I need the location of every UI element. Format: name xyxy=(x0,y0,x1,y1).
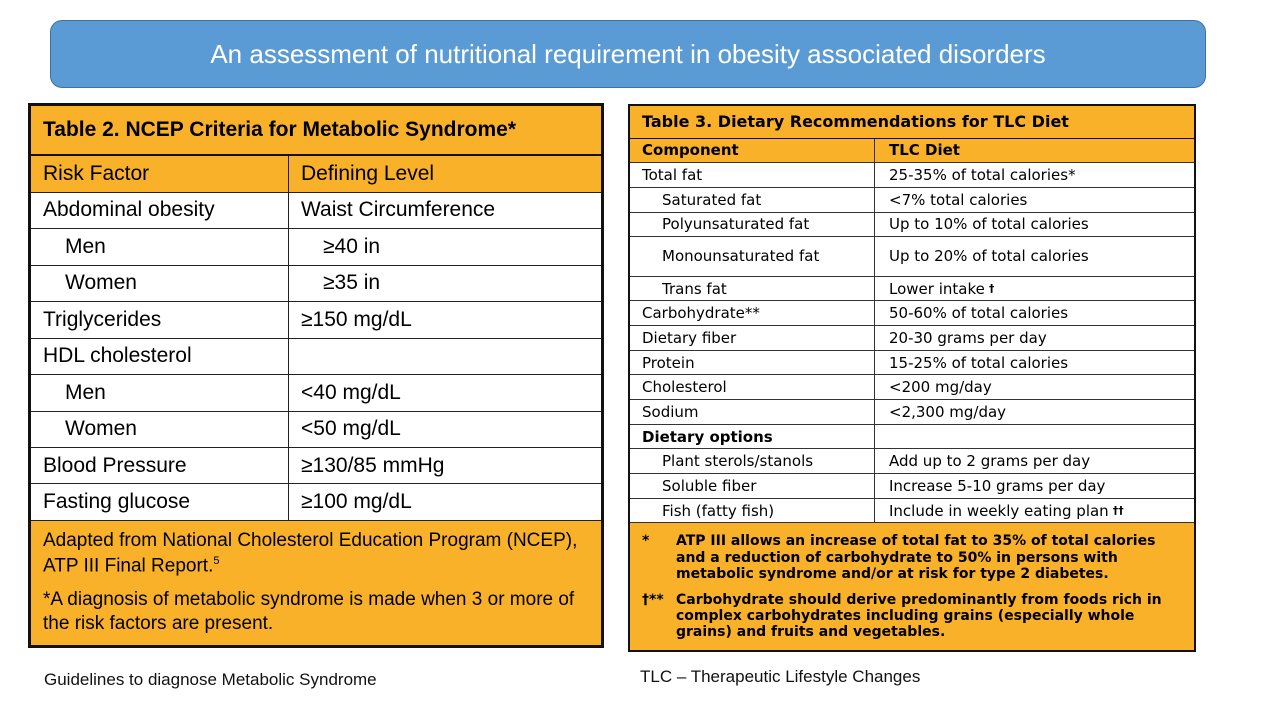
defining-level-cell: <50 mg/dL xyxy=(301,417,401,441)
table3-note: †** Carbohydrate should derive predomina… xyxy=(642,592,1182,640)
table-row: Abdominal obesity Waist Circumference xyxy=(31,192,601,230)
table2-header-row: Risk Factor Defining Level xyxy=(31,155,601,193)
table2-footnote-diagnosis: *A diagnosis of metabolic syndrome is ma… xyxy=(43,588,575,635)
table-row: Monounsaturated fat Up to 20% of total c… xyxy=(630,237,1194,277)
risk-factor-cell: Triglycerides xyxy=(31,302,289,338)
table-row: Saturated fat <7% total calories xyxy=(630,187,1194,213)
table3-footnotes: * ATP III allows an increase of total fa… xyxy=(630,523,1194,650)
component-cell: Monounsaturated fat xyxy=(630,237,875,276)
defining-level-cell xyxy=(289,339,601,374)
component-cell: Protein xyxy=(630,350,875,375)
component-cell: Dietary fiber xyxy=(630,326,875,350)
component-cell: Sodium xyxy=(630,400,875,424)
risk-factor-cell: HDL cholesterol xyxy=(31,338,289,375)
table-row: Blood Pressure ≥130/85 mmHg xyxy=(31,447,601,485)
table3-header-component: Component xyxy=(630,138,875,163)
defining-level-cell: ≥35 in xyxy=(323,271,381,295)
risk-factor-cell: Abdominal obesity xyxy=(31,192,289,229)
table3-header-row: Component TLC Diet xyxy=(630,138,1194,164)
table-row: Soluble fiber Increase 5-10 grams per da… xyxy=(630,474,1194,499)
table2-title: Table 2. NCEP Criteria for Metabolic Syn… xyxy=(31,106,601,156)
table-row: Plant sterols/stanols Add up to 2 grams … xyxy=(630,449,1194,475)
diet-cell: <200 mg/day xyxy=(889,378,992,397)
defining-level-cell: ≥100 mg/dL xyxy=(301,490,412,514)
defining-level-cell: ≥150 mg/dL xyxy=(301,307,412,331)
table-row: Total fat 25-35% of total calories* xyxy=(630,163,1194,188)
caption-tlc: TLC – Therapeutic Lifestyle Changes xyxy=(640,667,921,686)
table-row: Dietary fiber 20-30 grams per day xyxy=(630,326,1194,351)
diet-cell xyxy=(875,425,1194,449)
risk-factor-cell: Fasting glucose xyxy=(31,484,289,520)
table-row: Men ≥40 in xyxy=(31,229,601,266)
defining-level-cell: <40 mg/dL xyxy=(301,380,401,404)
table-row: Dietary options xyxy=(630,424,1194,450)
component-cell: Total fat xyxy=(630,163,875,187)
diet-cell: 25-35% of total calories* xyxy=(889,166,1076,185)
table-row: Trans fat Lower intake † xyxy=(630,276,1194,302)
table-row: Fish (fatty fish) Include in weekly eati… xyxy=(630,498,1194,524)
reference-superscript: 5 xyxy=(213,554,220,567)
component-cell: Carbohydrate** xyxy=(630,301,875,326)
component-cell: Trans fat xyxy=(630,276,875,301)
table2-header-defining-level: Defining Level xyxy=(301,161,435,185)
defining-level-cell: Waist Circumference xyxy=(301,198,496,222)
slide-title: An assessment of nutritional requirement… xyxy=(210,38,1046,69)
component-cell: Dietary options xyxy=(630,424,875,449)
table-row: Protein 15-25% of total calories xyxy=(630,350,1194,376)
table-row: Carbohydrate** 50-60% of total calories xyxy=(630,301,1194,327)
diet-cell: Up to 10% of total calories xyxy=(889,215,1089,234)
defining-level-cell: ≥130/85 mmHg xyxy=(301,453,445,477)
diet-cell: Up to 20% of total calories xyxy=(889,247,1089,266)
table-row: Cholesterol <200 mg/day xyxy=(630,375,1194,401)
table-row: Polyunsaturated fat Up to 10% of total c… xyxy=(630,212,1194,238)
ncep-criteria-table: Table 2. NCEP Criteria for Metabolic Syn… xyxy=(28,103,604,648)
diet-cell: 20-30 grams per day xyxy=(889,328,1047,347)
note-symbol: * xyxy=(642,533,650,550)
table2-footnote-source: Adapted from National Cholesterol Educat… xyxy=(43,529,578,576)
risk-factor-cell: Women xyxy=(31,265,289,302)
risk-factor-cell: Men xyxy=(31,229,289,265)
diet-cell: <2,300 mg/day xyxy=(889,402,1007,421)
table2-header-risk-factor: Risk Factor xyxy=(31,155,289,192)
table-row: Women ≥35 in xyxy=(31,265,601,303)
component-cell: Fish (fatty fish) xyxy=(630,498,875,523)
table-row: Fasting glucose ≥100 mg/dL xyxy=(31,484,601,521)
caption-metabolic-syndrome: Guidelines to diagnose Metabolic Syndrom… xyxy=(44,670,377,689)
note-symbol: †** xyxy=(642,591,664,608)
risk-factor-cell: Women xyxy=(31,411,289,447)
component-cell: Cholesterol xyxy=(630,375,875,400)
table2-footnotes: Adapted from National Cholesterol Educat… xyxy=(31,520,601,646)
diet-cell: Increase 5-10 grams per day xyxy=(889,476,1106,495)
table3-note: * ATP III allows an increase of total fa… xyxy=(642,533,1182,581)
table-row: Triglycerides ≥150 mg/dL xyxy=(31,302,601,339)
table-row: Sodium <2,300 mg/day xyxy=(630,400,1194,425)
diet-cell: 15-25% of total calories xyxy=(889,353,1069,372)
defining-level-cell: ≥40 in xyxy=(323,234,381,258)
component-cell: Saturated fat xyxy=(630,187,875,212)
table3-title: Table 3. Dietary Recommendations for TLC… xyxy=(630,106,1194,139)
title-banner: An assessment of nutritional requirement… xyxy=(50,20,1206,88)
diet-cell: Add up to 2 grams per day xyxy=(889,452,1091,471)
double-dagger-mark: †† xyxy=(1112,504,1124,518)
dagger-mark: † xyxy=(988,282,995,296)
risk-factor-cell: Men xyxy=(31,375,289,411)
diet-cell: Include in weekly eating plan †† xyxy=(889,501,1124,520)
note-text: Carbohydrate should derive predominantly… xyxy=(676,591,1162,640)
tlc-diet-table: Table 3. Dietary Recommendations for TLC… xyxy=(628,104,1196,652)
note-text: ATP III allows an increase of total fat … xyxy=(676,533,1156,582)
table-row: HDL cholesterol xyxy=(31,338,601,376)
diet-cell: Lower intake † xyxy=(889,279,995,298)
risk-factor-cell: Blood Pressure xyxy=(31,447,289,484)
diet-cell: 50-60% of total calories xyxy=(889,304,1069,323)
diet-cell: <7% total calories xyxy=(889,190,1028,209)
table3-header-tlc-diet: TLC Diet xyxy=(889,141,960,160)
component-cell: Plant sterols/stanols xyxy=(630,449,875,474)
table-row: Women <50 mg/dL xyxy=(31,411,601,448)
component-cell: Polyunsaturated fat xyxy=(630,212,875,237)
table-row: Men <40 mg/dL xyxy=(31,375,601,412)
component-cell: Soluble fiber xyxy=(630,474,875,498)
